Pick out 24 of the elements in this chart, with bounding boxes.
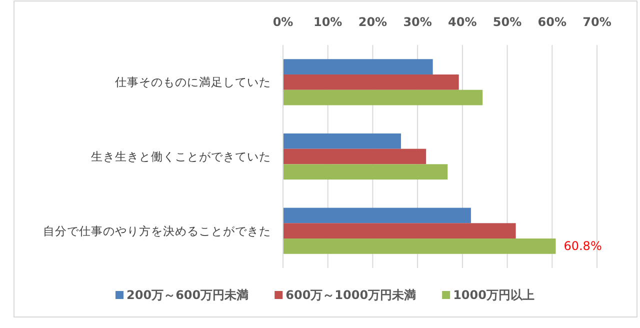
bar: [283, 208, 471, 224]
legend-label: 1000万円以上: [453, 288, 534, 302]
bar: [283, 59, 433, 74]
bar: [283, 148, 426, 164]
bar: [283, 164, 448, 180]
bar: [283, 223, 516, 239]
x-tick-label: 60%: [538, 15, 567, 29]
x-tick-label: 70%: [582, 15, 612, 29]
x-tick-label: 40%: [448, 15, 477, 29]
y-tick-label: 仕事そのものに満足していた: [114, 75, 271, 90]
bar: [283, 90, 483, 106]
y-tick-label: 自分で仕事のやり方を決めることができた: [43, 224, 271, 238]
bar: [283, 74, 459, 90]
legend-label: 200万～600万円未満: [126, 288, 249, 302]
x-tick-label: 20%: [358, 15, 388, 29]
data-label: 60.8%: [564, 239, 602, 254]
y-tick-label: 生き生きと働くことができていた: [91, 150, 271, 164]
x-tick-label: 30%: [403, 15, 432, 29]
x-tick-label: 10%: [313, 15, 342, 29]
bar: [283, 238, 556, 254]
x-tick-label: 0%: [272, 15, 294, 29]
bar: [283, 133, 401, 149]
x-tick-label: 50%: [492, 15, 522, 29]
legend-label: 600万～1000万円未満: [286, 288, 416, 302]
